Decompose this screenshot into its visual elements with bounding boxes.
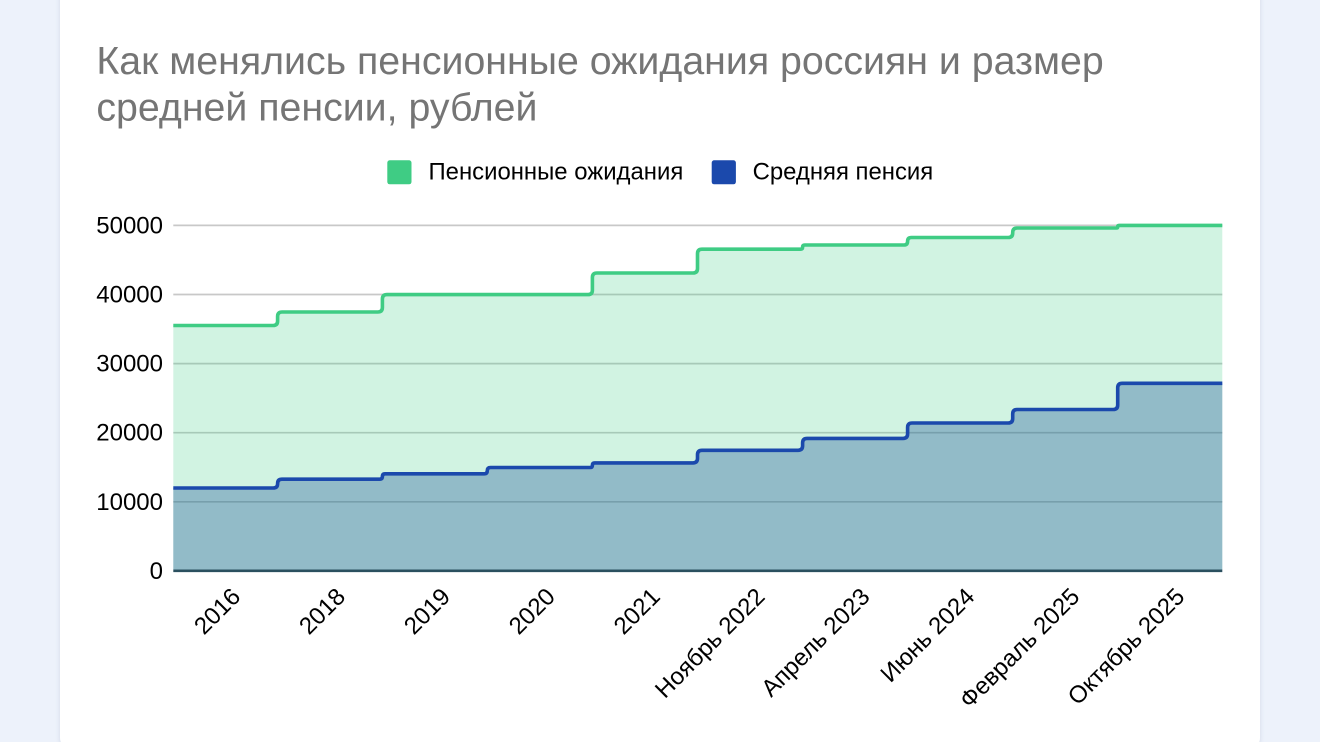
svg-text:0: 0 <box>150 558 163 585</box>
svg-text:50000: 50000 <box>96 212 163 239</box>
svg-text:Пенсионные ожидания: Пенсионные ожидания <box>429 159 684 186</box>
svg-text:2021: 2021 <box>609 583 666 640</box>
svg-text:30000: 30000 <box>96 351 163 378</box>
svg-text:Июнь 2024: Июнь 2024 <box>876 583 981 688</box>
svg-text:2016: 2016 <box>189 583 246 640</box>
svg-text:2019: 2019 <box>399 583 456 640</box>
svg-text:20000: 20000 <box>96 420 163 447</box>
svg-text:2018: 2018 <box>294 583 351 640</box>
svg-text:Ноябрь 2022: Ноябрь 2022 <box>650 583 770 703</box>
svg-text:10000: 10000 <box>96 489 163 516</box>
svg-text:Средняя пенсия: Средняя пенсия <box>753 159 934 186</box>
svg-text:средней пенсии, рублей: средней пенсии, рублей <box>96 86 537 130</box>
svg-text:40000: 40000 <box>96 282 163 309</box>
svg-text:Как менялись пенсионные ожидан: Как менялись пенсионные ожидания россиян… <box>96 39 1103 83</box>
svg-text:Апрель 2023: Апрель 2023 <box>756 583 875 702</box>
svg-text:2020: 2020 <box>504 583 561 640</box>
